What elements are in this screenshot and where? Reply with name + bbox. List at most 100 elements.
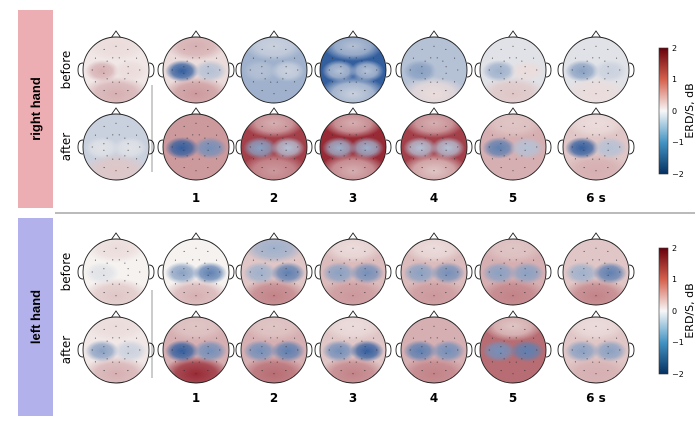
sensor-dot bbox=[361, 60, 363, 62]
sensor-dot bbox=[204, 78, 206, 80]
sensor-dot bbox=[445, 90, 447, 92]
sensor-dot bbox=[124, 155, 126, 157]
sensor-dot bbox=[409, 271, 411, 273]
sensor-dot bbox=[491, 337, 493, 339]
topomap-head bbox=[474, 232, 552, 306]
scalp-map bbox=[480, 317, 546, 383]
sensor-dot bbox=[598, 361, 600, 363]
sensor-dot bbox=[574, 283, 576, 285]
sensor-dot bbox=[349, 158, 351, 160]
sensor-dot bbox=[207, 143, 209, 145]
sensor-dot bbox=[533, 57, 535, 59]
row-label-right-after: after bbox=[59, 133, 73, 161]
sensor-dot bbox=[500, 149, 502, 151]
sensor-dot bbox=[118, 259, 120, 261]
sensor-dot bbox=[127, 268, 129, 270]
sensor-dot bbox=[183, 143, 185, 145]
sensor-dot bbox=[349, 259, 351, 261]
sensor-dot bbox=[136, 134, 138, 136]
sensor-dot bbox=[364, 167, 366, 169]
activity-blob bbox=[322, 137, 356, 159]
sensor-dot bbox=[491, 134, 493, 136]
sensor-dot bbox=[421, 48, 423, 50]
sensor-dot bbox=[512, 373, 514, 375]
colorbar-tick: 0 bbox=[672, 107, 677, 116]
sensor-dot bbox=[331, 57, 333, 59]
row-label-right-before: before bbox=[59, 51, 73, 90]
sensor-dot bbox=[454, 158, 456, 160]
sensor-dot bbox=[174, 259, 176, 261]
sensor-dot bbox=[436, 361, 438, 363]
sensor-dot bbox=[261, 66, 263, 68]
sensor-dot bbox=[118, 57, 120, 59]
sensor-dot bbox=[500, 143, 502, 145]
sensor-dot bbox=[127, 125, 129, 127]
sensor-dot bbox=[604, 137, 606, 139]
colorbar-tick: −2 bbox=[672, 370, 684, 379]
sensor-dot bbox=[521, 262, 523, 264]
sensor-dot bbox=[340, 90, 342, 92]
sensor-dot bbox=[118, 134, 120, 136]
sensor-dot bbox=[91, 69, 93, 71]
sensor-dot bbox=[436, 259, 438, 261]
sensor-dot bbox=[421, 149, 423, 151]
sensor-dot bbox=[433, 170, 435, 172]
sensor-dot bbox=[619, 146, 621, 148]
sensor-dot bbox=[445, 149, 447, 151]
scalp-map bbox=[163, 317, 229, 383]
sensor-dot bbox=[583, 370, 585, 372]
head-outline bbox=[562, 36, 630, 104]
sensor-dot bbox=[282, 280, 284, 282]
sensor-dot bbox=[340, 143, 342, 145]
sensor-dot bbox=[124, 262, 126, 264]
sensor-dot bbox=[207, 274, 209, 276]
sensor-dot bbox=[216, 158, 218, 160]
sensor-dot bbox=[270, 57, 272, 59]
sensor-dot bbox=[285, 250, 287, 252]
panel-label-right-hand: right hand bbox=[28, 77, 43, 141]
sensor-dots bbox=[91, 122, 141, 172]
colorbar-tick: 1 bbox=[672, 75, 677, 84]
ear bbox=[474, 264, 481, 280]
sensor-dot bbox=[349, 134, 351, 136]
sensor-dot bbox=[352, 373, 354, 375]
sensor-dot bbox=[103, 352, 105, 354]
topomap-grid bbox=[77, 30, 635, 384]
sensor-dot bbox=[442, 358, 444, 360]
sensor-dot bbox=[276, 57, 278, 59]
sensor-dot bbox=[595, 325, 597, 327]
sensor-dot bbox=[276, 259, 278, 261]
sensor-dots bbox=[328, 325, 378, 375]
sensor-dots bbox=[171, 122, 221, 172]
ear bbox=[77, 264, 84, 280]
sensor-dot bbox=[592, 57, 594, 59]
sensor-dot bbox=[171, 146, 173, 148]
sensor-dot bbox=[118, 337, 120, 339]
sensor-dot bbox=[136, 81, 138, 83]
sensor-dot bbox=[340, 250, 342, 252]
sensor-dot bbox=[574, 337, 576, 339]
sensor-dot bbox=[207, 328, 209, 330]
sensor-dot bbox=[127, 274, 129, 276]
sensor-dot bbox=[592, 81, 594, 83]
sensor-dot bbox=[433, 247, 435, 249]
sensor-dot bbox=[604, 155, 606, 157]
sensor-dot bbox=[604, 262, 606, 264]
sensor-dot bbox=[512, 45, 514, 47]
nose bbox=[590, 107, 602, 116]
sensor-dot bbox=[430, 283, 432, 285]
nose bbox=[268, 232, 280, 241]
sensor-dot bbox=[586, 155, 588, 157]
sensor-dots bbox=[571, 247, 621, 297]
activity-blob bbox=[482, 60, 516, 82]
nose bbox=[268, 107, 280, 116]
head-outline bbox=[319, 238, 387, 306]
sensor-dot bbox=[607, 167, 609, 169]
activity-blob bbox=[322, 60, 356, 82]
ear bbox=[306, 264, 313, 280]
sensor-dot bbox=[204, 60, 206, 62]
sensor-dot bbox=[454, 361, 456, 363]
topomap-head bbox=[235, 310, 313, 384]
sensor-dots bbox=[328, 247, 378, 297]
ear bbox=[228, 62, 235, 78]
